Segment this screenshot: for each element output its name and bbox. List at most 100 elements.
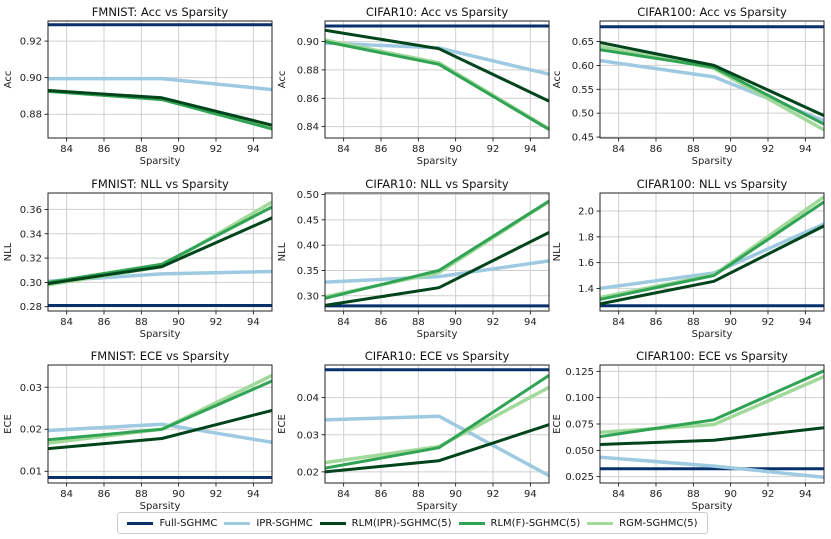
y-tick-label: 1.8	[578, 232, 594, 243]
x-tick-label: 86	[375, 317, 388, 328]
chart-title: CIFAR100: Acc vs Sparsity	[637, 5, 787, 19]
x-tick-label: 84	[60, 317, 73, 328]
legend-swatch	[319, 521, 346, 525]
x-tick-label: 88	[135, 317, 148, 328]
x-axis-label: Sparsity	[692, 501, 733, 512]
y-tick-label: 0.55	[572, 85, 594, 96]
x-tick-label: 88	[412, 317, 425, 328]
x-tick-label: 94	[799, 144, 812, 155]
series-line-rlm-ipr-sghmc-5	[48, 408, 272, 451]
y-tick-label: 0.88	[297, 65, 319, 76]
y-tick-label: 0.28	[20, 302, 42, 313]
y-axis-label: Acc	[277, 71, 288, 89]
y-tick-label: 1.4	[578, 284, 594, 295]
legend-label: RLM(IPR)-SGHMC(5)	[351, 517, 452, 529]
x-tick-label: 86	[98, 317, 111, 328]
chart-title: CIFAR100: ECE vs Sparsity	[636, 349, 788, 363]
x-tick-label: 86	[375, 144, 388, 155]
x-tick-label: 84	[337, 144, 350, 155]
x-tick-label: 86	[98, 144, 111, 155]
y-tick-label: 0.025	[565, 472, 594, 483]
x-tick-label: 90	[449, 144, 462, 155]
legend-item-rlm-f-sghmc-5: RLM(F)-SGHMC(5)	[458, 518, 580, 529]
series-line-rlm-f-sghmc-5	[600, 48, 824, 126]
legend-swatch	[127, 521, 154, 525]
series-line-rgm-sghmc-5	[48, 88, 272, 130]
x-axis-label: Sparsity	[417, 156, 458, 167]
chart-title: FMNIST: NLL vs Sparsity	[91, 177, 229, 191]
series-line-rlm-ipr-sghmc-5	[325, 28, 549, 103]
series-line-rlm-ipr-sghmc-5	[325, 423, 549, 474]
chart-cifar10-nll-vs-sparsity: 84 86 88 90 92 94 0.30 0.35 0.40 0.45 0.50 CIFAR10:…	[277, 177, 550, 340]
chart-title: CIFAR10: NLL vs Sparsity	[365, 177, 509, 191]
chart-title: CIFAR10: ECE vs Sparsity	[365, 349, 510, 363]
x-tick-label: 88	[687, 144, 700, 155]
y-tick-label: 0.02	[297, 467, 319, 478]
x-tick-label: 88	[412, 144, 425, 155]
x-tick-label: 92	[762, 317, 775, 328]
plot-frame	[47, 20, 273, 139]
y-tick-label: 0.075	[565, 420, 594, 431]
x-tick-label: 86	[650, 144, 663, 155]
y-axis-label: NLL	[277, 242, 288, 261]
series-line-ipr-sghmc	[600, 455, 824, 479]
y-tick-label: 0.100	[565, 393, 594, 404]
series-line-rlm-ipr-sghmc-5	[600, 41, 824, 117]
x-tick-label: 84	[612, 144, 625, 155]
x-axis-label: Sparsity	[140, 501, 181, 512]
series-line-ipr-sghmc	[325, 259, 549, 284]
y-tick-label: 0.34	[20, 229, 42, 240]
legend-swatch	[587, 521, 614, 525]
x-tick-label: 92	[487, 317, 500, 328]
x-axis-label: Sparsity	[692, 156, 733, 167]
x-tick-label: 92	[762, 144, 775, 155]
series-line-rlm-f-sghmc-5	[325, 199, 549, 300]
series-line-rgm-sghmc-5	[48, 373, 272, 445]
y-tick-label: 0.01	[20, 467, 42, 478]
x-tick-label: 90	[724, 317, 737, 328]
x-tick-label: 94	[524, 489, 537, 500]
x-axis-label: Sparsity	[417, 501, 458, 512]
y-tick-label: 0.45	[572, 133, 594, 144]
plot-frame	[599, 20, 825, 139]
x-tick-label: 90	[172, 317, 185, 328]
legend-swatch	[224, 521, 251, 525]
series-line-ipr-sghmc	[48, 76, 272, 92]
plot-frame	[599, 192, 825, 312]
y-axis-label: ECE	[552, 414, 563, 434]
series-line-rlm-ipr-sghmc-5	[325, 231, 549, 307]
legend: Full-SGHMC IPR-SGHMC RLM(IPR)-SGHMC(5) RLM(…	[117, 512, 708, 534]
y-tick-label: 0.32	[20, 254, 42, 265]
y-tick-label: 0.40	[297, 241, 319, 252]
plot-frame	[324, 20, 550, 139]
y-tick-label: 0.03	[20, 383, 42, 394]
chart-cifar100-nll-vs-sparsity: 84 86 88 90 92 94 1.4 1.6 1.8 2.0 CIFAR100: NLL vs…	[552, 177, 825, 340]
x-axis-label: Sparsity	[140, 329, 181, 340]
x-tick-label: 88	[687, 317, 700, 328]
x-tick-label: 86	[98, 489, 111, 500]
x-axis-label: Sparsity	[417, 329, 458, 340]
x-tick-label: 90	[724, 489, 737, 500]
x-tick-label: 94	[247, 144, 260, 155]
legend-label: RGM-SGHMC(5)	[619, 517, 698, 529]
x-tick-label: 90	[172, 144, 185, 155]
y-axis-label: ECE	[3, 414, 14, 434]
x-tick-label: 84	[612, 489, 625, 500]
y-axis-label: NLL	[3, 242, 14, 261]
x-tick-label: 84	[612, 317, 625, 328]
x-tick-label: 86	[650, 489, 663, 500]
x-axis-label: Sparsity	[692, 329, 733, 340]
x-tick-label: 90	[172, 489, 185, 500]
y-axis-label: Acc	[3, 71, 14, 89]
x-tick-label: 86	[650, 317, 663, 328]
chart-fmnist-ece-vs-sparsity: 84 86 88 90 92 94 0.01 0.02 0.03 FMNIST: ECE vs S…	[3, 349, 273, 512]
series-line-ipr-sghmc	[48, 422, 272, 445]
series-line-rlm-f-sghmc-5	[600, 200, 824, 301]
x-tick-label: 94	[799, 317, 812, 328]
series-line-rgm-sghmc-5	[600, 44, 824, 132]
x-tick-label: 92	[210, 144, 223, 155]
series-line-rlm-f-sghmc-5	[325, 374, 549, 470]
y-axis-label: ECE	[277, 414, 288, 434]
x-tick-label: 84	[337, 317, 350, 328]
